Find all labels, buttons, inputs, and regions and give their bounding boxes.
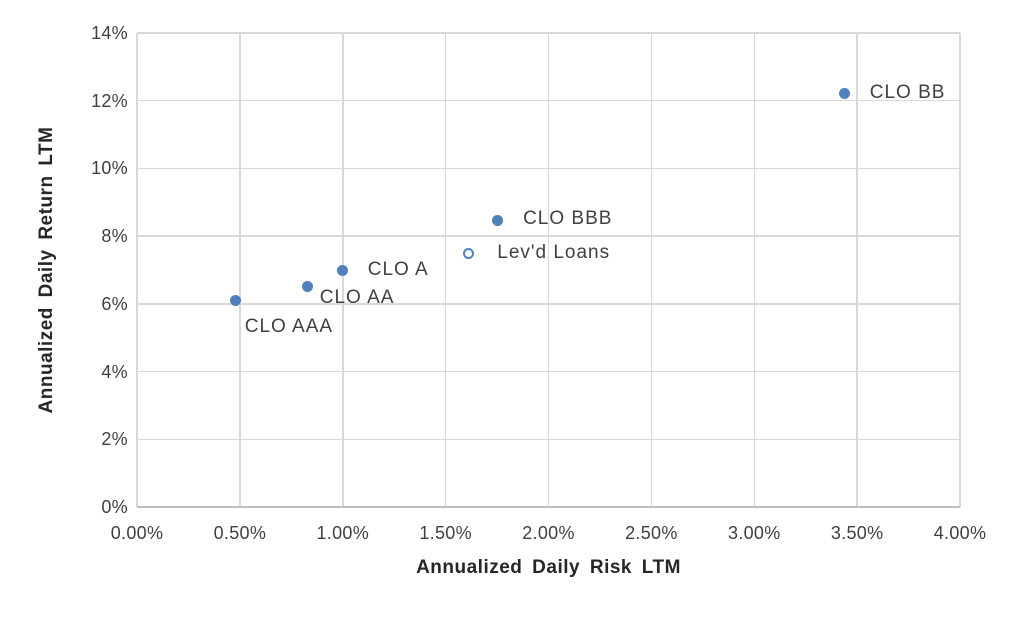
data-point-label: CLO BBB (523, 207, 613, 229)
gridline-vertical (959, 33, 961, 507)
gridline-horizontal (137, 303, 960, 305)
data-point (230, 294, 242, 306)
y-axis-tick-label: 6% (101, 293, 128, 314)
x-axis-tick-label: 2.00% (522, 523, 575, 543)
gridline-horizontal (137, 99, 960, 102)
y-axis-tick-label: 2% (101, 429, 128, 450)
data-point-label: CLO AA (319, 286, 395, 308)
x-axis-tick-label: 3.00% (727, 523, 781, 543)
gridline-vertical (444, 33, 447, 507)
y-axis-tick-label: 10% (91, 158, 128, 179)
x-axis-tick-label: 3.50% (830, 523, 884, 543)
data-point (337, 264, 349, 276)
gridline-horizontal (137, 235, 960, 237)
gridline-vertical (239, 33, 241, 507)
y-axis-title: Annualized Daily Return LTM (36, 126, 57, 414)
data-point (302, 281, 314, 293)
data-point-label: CLO A (367, 259, 429, 280)
gridline-horizontal (137, 370, 960, 373)
x-axis-tick-label: 1.50% (419, 523, 472, 543)
y-axis-tick-label: 8% (101, 226, 128, 247)
data-point-label: CLO BB (869, 81, 946, 103)
gridline-vertical (547, 33, 550, 507)
gridline-horizontal (137, 438, 960, 441)
data-point-label: Lev'd Loans (497, 242, 611, 264)
x-axis-tick-label: 4.00% (933, 523, 987, 543)
data-point (491, 215, 503, 227)
y-axis-tick-label: 4% (101, 361, 128, 382)
gridline-vertical (856, 33, 858, 507)
data-point-label: CLO AAA (244, 316, 334, 338)
x-axis-title: Annualized Daily Risk LTM (416, 557, 681, 578)
data-point (462, 247, 474, 259)
gridline-vertical (753, 33, 755, 507)
x-axis-tick-label: 1.00% (316, 523, 370, 543)
gridline-vertical (136, 33, 138, 507)
data-point (839, 88, 851, 100)
gridline-horizontal (137, 167, 960, 170)
gridline-vertical (650, 33, 653, 507)
gridline-horizontal (137, 32, 960, 34)
x-axis-line (137, 506, 960, 508)
y-axis-tick-label: 14% (91, 23, 128, 43)
x-axis-tick-label: 2.50% (625, 523, 678, 543)
x-axis-tick-label: 0.50% (213, 523, 267, 543)
x-axis-tick-label: 0.00% (110, 523, 164, 543)
y-axis-tick-label: 12% (91, 90, 128, 111)
y-axis-tick-label: 0% (101, 497, 128, 517)
